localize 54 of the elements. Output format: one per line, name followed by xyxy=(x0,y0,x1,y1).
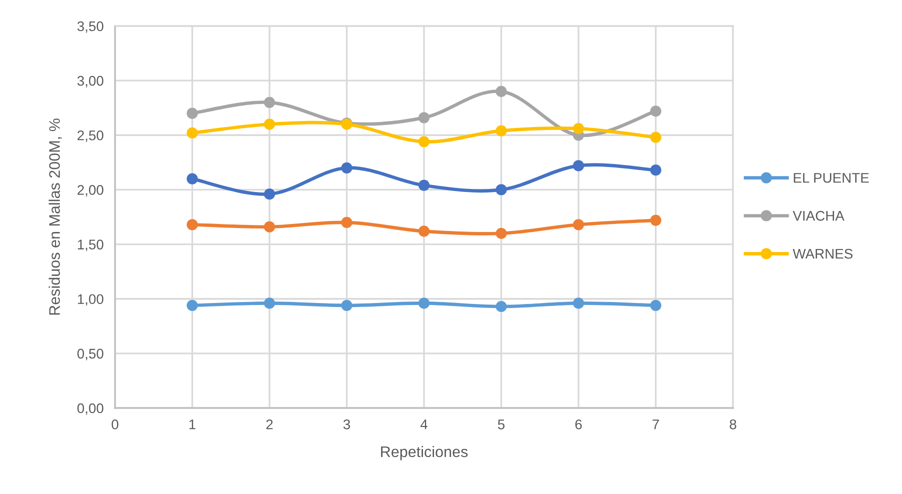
point xyxy=(496,184,507,196)
point xyxy=(418,136,430,148)
point xyxy=(418,226,430,237)
x-tick-label: 1 xyxy=(189,420,196,430)
point xyxy=(496,228,507,239)
y-tick-label: 3,50 xyxy=(77,21,104,33)
legend-label: WARNES xyxy=(792,248,853,259)
point xyxy=(572,160,584,172)
point xyxy=(418,112,430,124)
point xyxy=(264,96,276,108)
y-tick-label: 2,00 xyxy=(78,185,104,197)
point xyxy=(341,162,352,174)
point xyxy=(496,300,507,312)
y-tick-label: 0,50 xyxy=(77,348,104,360)
y-tick-label: 1,50 xyxy=(78,240,104,252)
y-tick-label: 3,00 xyxy=(77,76,104,88)
x-tick-label: 7 xyxy=(652,420,659,430)
x-tick-label: 8 xyxy=(730,419,736,430)
point xyxy=(186,108,198,119)
x-tick-label: 2 xyxy=(266,419,273,430)
x-tick-label: 5 xyxy=(498,420,505,430)
x-tick-label: 4 xyxy=(420,420,428,430)
point xyxy=(572,298,584,309)
point xyxy=(186,127,198,139)
point xyxy=(572,219,584,230)
point xyxy=(264,221,276,232)
point xyxy=(650,164,662,176)
y-tick-label: 1,00 xyxy=(78,294,104,306)
y-axis-title: Residuos en Mallas 200M, % xyxy=(48,118,62,315)
y-tick-label: 0,00 xyxy=(77,403,104,415)
point xyxy=(186,219,198,230)
point xyxy=(418,180,430,191)
point xyxy=(496,125,507,136)
point xyxy=(264,188,276,200)
legend-label: EL PUENTE xyxy=(794,173,869,183)
x-tick-label: 6 xyxy=(575,419,582,430)
point xyxy=(650,300,662,311)
x-tick-label: 0 xyxy=(112,419,118,430)
point xyxy=(572,123,584,134)
point xyxy=(186,300,198,311)
point xyxy=(650,132,662,143)
point xyxy=(341,300,352,311)
point xyxy=(264,118,276,130)
x-axis-title: Repeticiones xyxy=(381,446,468,460)
point xyxy=(264,298,276,309)
point xyxy=(341,216,352,228)
y-tick-label: 2,50 xyxy=(78,130,104,142)
point xyxy=(650,214,662,226)
point xyxy=(186,173,198,184)
point xyxy=(418,298,430,309)
x-tick-label: 3 xyxy=(343,419,350,430)
point xyxy=(496,86,507,98)
legend-label: VIACHA xyxy=(792,210,844,221)
point xyxy=(650,106,662,117)
